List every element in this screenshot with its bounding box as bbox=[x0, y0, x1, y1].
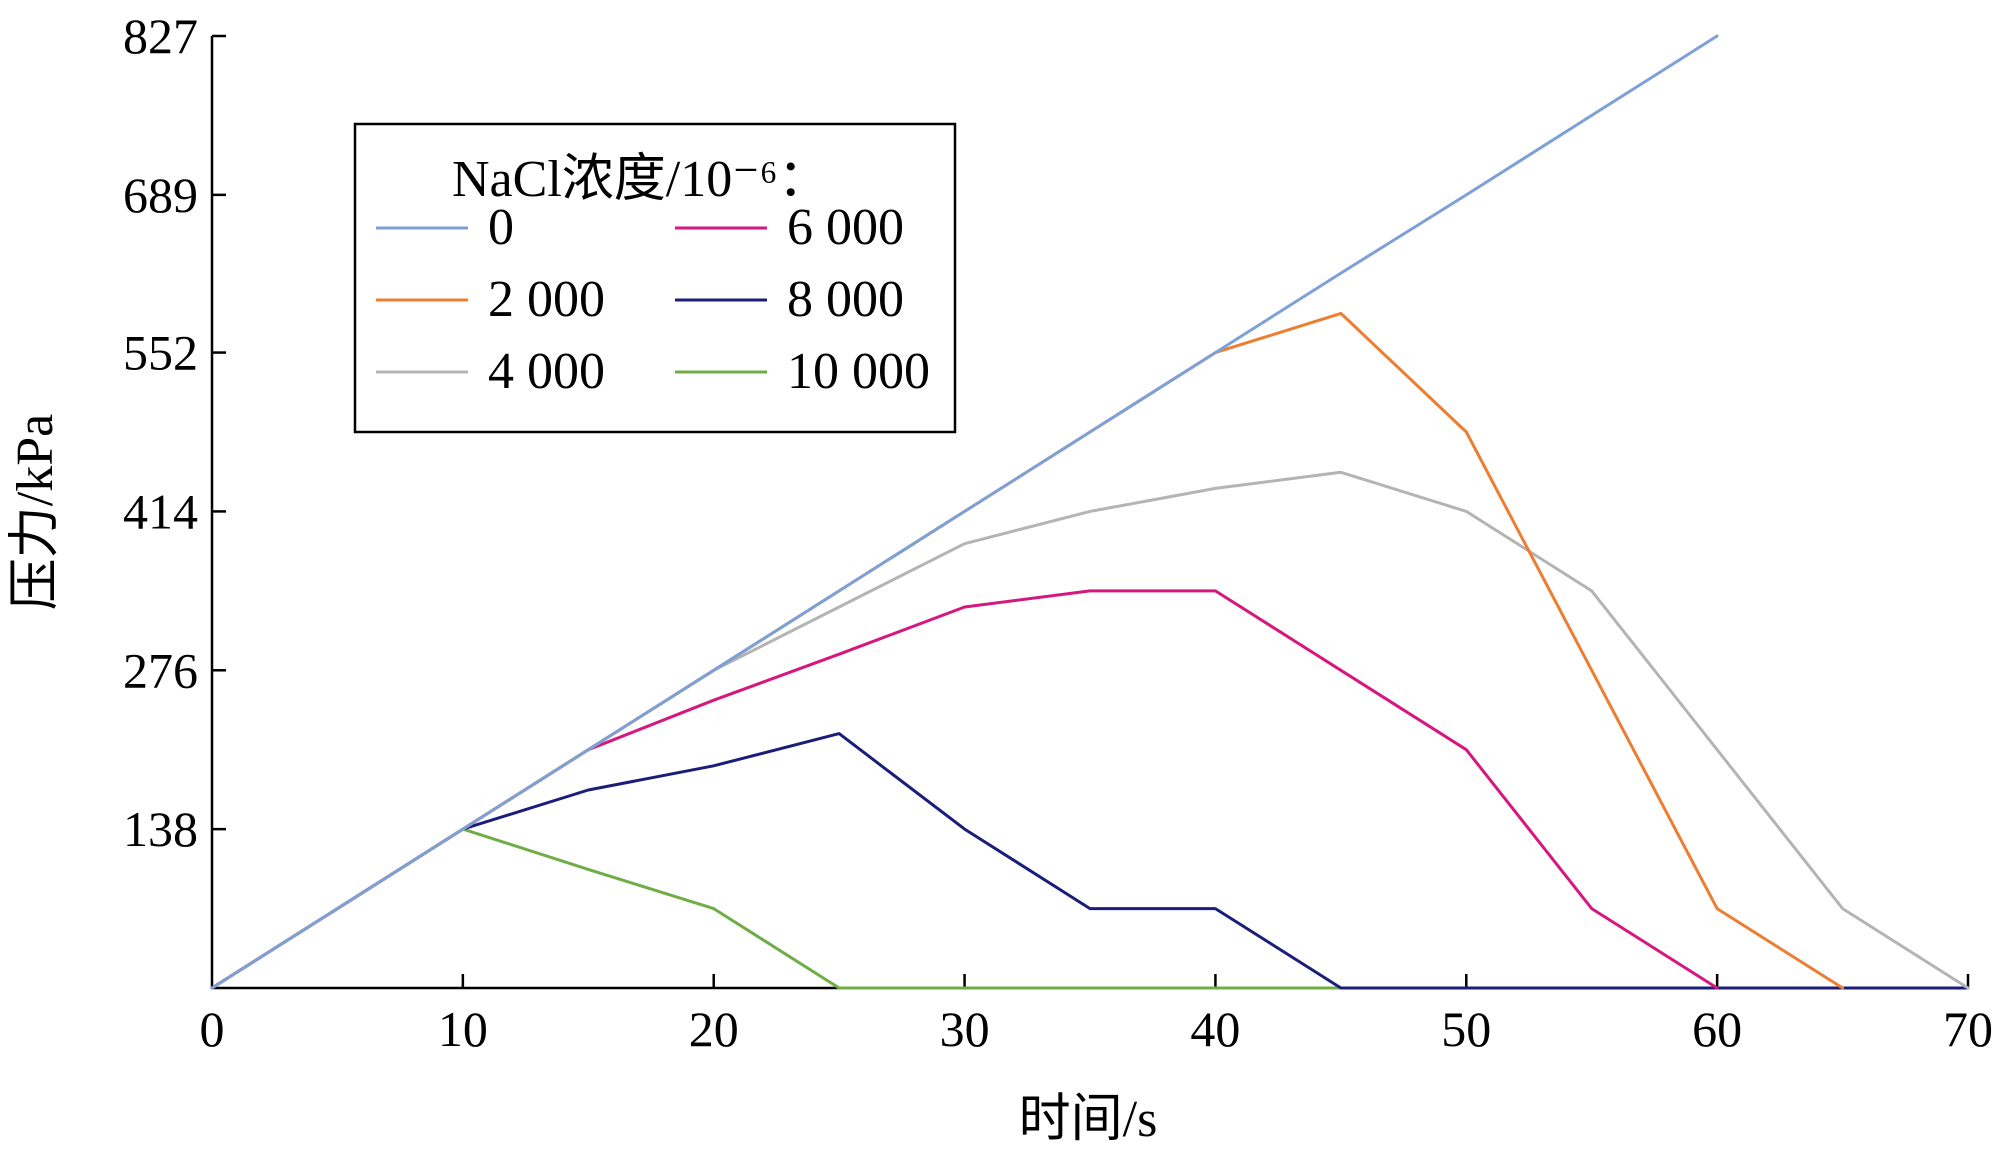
legend-label: 6 000 bbox=[787, 199, 904, 256]
x-tick-label: 10 bbox=[438, 1001, 488, 1057]
legend-label: 4 000 bbox=[488, 343, 605, 400]
legend-label: 10 000 bbox=[787, 343, 930, 400]
x-tick-label: 60 bbox=[1692, 1001, 1742, 1057]
y-tick-label: 138 bbox=[123, 801, 198, 857]
x-axis-title: 时间/s bbox=[1019, 1091, 1158, 1148]
legend-box bbox=[353, 122, 957, 434]
x-tick-label: 50 bbox=[1441, 1001, 1491, 1057]
legend-label: 2 000 bbox=[488, 271, 605, 328]
legend-label: 8 000 bbox=[787, 271, 904, 328]
y-axis-title: 压力/kPa bbox=[7, 414, 64, 610]
x-tick-label: 40 bbox=[1190, 1001, 1240, 1057]
legend-label: 0 bbox=[488, 199, 514, 256]
y-tick-label: 689 bbox=[123, 167, 198, 223]
series-group bbox=[210, 34, 1970, 990]
series-line-3 bbox=[210, 589, 1719, 990]
legend-title: NaCl浓度/10⁻⁶： bbox=[452, 151, 830, 208]
x-tick-label: 70 bbox=[1943, 1001, 1993, 1057]
x-tick-label: 20 bbox=[689, 1001, 739, 1057]
y-tick-label: 276 bbox=[123, 642, 198, 698]
y-tick-label: 552 bbox=[123, 325, 198, 381]
legend: NaCl浓度/10⁻⁶： 0 2 000 4 000 6 000 8 000 10 000 bbox=[353, 122, 957, 434]
series-line-2 bbox=[210, 470, 1970, 990]
y-tick-label: 414 bbox=[123, 483, 198, 539]
y-tick-label: 827 bbox=[123, 8, 198, 64]
x-tick-label: 30 bbox=[940, 1001, 990, 1057]
x-tick-label: 0 bbox=[200, 1001, 225, 1057]
series-line-4 bbox=[210, 732, 1970, 990]
series-line-0 bbox=[210, 34, 1719, 990]
